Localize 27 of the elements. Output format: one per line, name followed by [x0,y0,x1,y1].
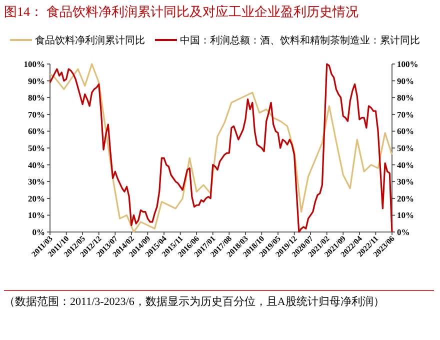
y-tick-label: 30% [28,176,45,187]
y2-tick-label: 0% [397,227,410,237]
line-series [49,63,393,233]
y2-tick-label: 100% [397,59,418,69]
y2-tick-label: 60% [397,126,414,136]
y-tick-label: 0% [32,227,45,237]
y2-tick-label: 20% [397,193,414,204]
y-tick-label: 20% [28,193,45,204]
y-tick-label: 40% [28,160,45,170]
y-tick-label: 90% [28,76,45,86]
y2-tick-label: 30% [397,176,414,187]
text: （数据范围：2011/3-2023/6，数据显示为历史百分位，且A股统计归母净利润） [4,295,386,310]
y2-tick-label: 50% [397,143,414,153]
y-tick-label: 50% [28,143,45,153]
chart-title: 图14： 食品饮料净利润累计同比及对应工业企业盈利历史情况 [4,3,360,21]
legend-label: 食品饮料净利润累计同比 [35,34,145,46]
y-tick-label: 10% [28,210,45,220]
y2-tick-label: 80% [397,92,414,103]
y-tick-label: 60% [28,126,45,136]
y2-tick-label: 40% [397,160,414,170]
y-tick-label: 80% [28,92,45,103]
y-tick-label: 70% [28,109,45,120]
y2-tick-label: 90% [397,76,414,86]
legend-label: 中国：利润总额：酒、饮料和精制茶制造业：累计同比 [180,34,420,46]
y2-tick-label: 10% [397,210,414,220]
y2-tick-label: 70% [397,109,414,120]
y-tick-label: 100% [24,59,45,69]
